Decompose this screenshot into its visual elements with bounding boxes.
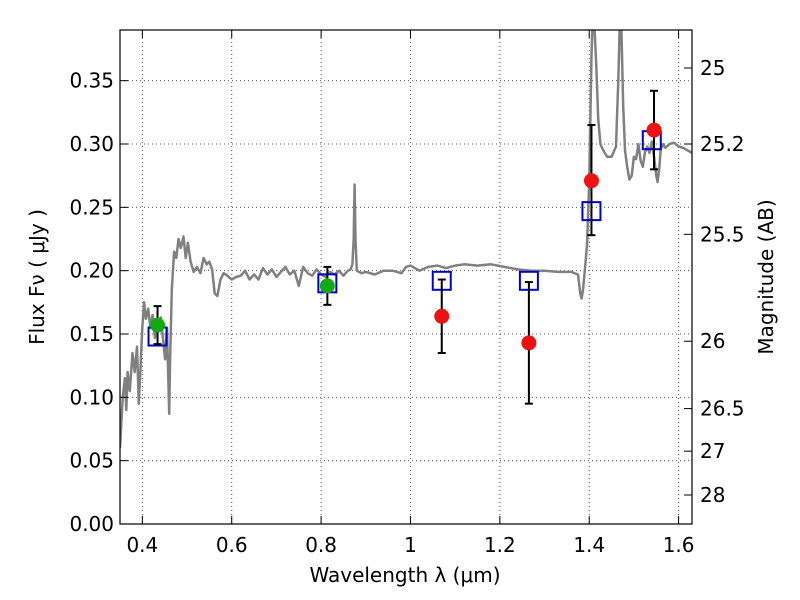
plot-area <box>120 30 692 449</box>
x-tick-label: 1.6 <box>663 533 695 557</box>
x-tick-label: 0.4 <box>126 533 158 557</box>
x-tick-label: 1.2 <box>484 533 516 557</box>
x-tick-label: 1.4 <box>573 533 605 557</box>
measured-flux-point <box>319 278 335 294</box>
y-tick-label: 0.15 <box>69 322 114 346</box>
right-tick-label: 26 <box>700 329 725 353</box>
right-tick-label: 26.5 <box>700 397 745 421</box>
y-tick-label: 0.10 <box>69 385 114 409</box>
y-tick-label: 0.35 <box>69 69 114 93</box>
measured-flux-point <box>150 317 166 333</box>
y-tick-label: 0.05 <box>69 449 114 473</box>
measured-flux-point <box>521 335 537 351</box>
x-tick-label: 1 <box>404 533 417 557</box>
measured-flux-point <box>646 122 662 138</box>
measured-flux-point <box>583 173 599 189</box>
x-tick-label: 0.8 <box>305 533 337 557</box>
right-axis-title: Magnitude (AB) <box>754 199 778 354</box>
right-tick-label: 28 <box>700 483 725 507</box>
x-axis-title: Wavelength λ (μm) <box>309 563 500 587</box>
y-tick-label: 0.20 <box>69 259 114 283</box>
grid-lines <box>120 30 692 525</box>
y-tick-label: 0.00 <box>69 512 114 536</box>
spectrum-line <box>120 30 692 449</box>
x-tick-label: 0.6 <box>216 533 248 557</box>
measured-flux-point <box>434 308 450 324</box>
plot-frame <box>119 29 693 525</box>
y-tick-label: 0.25 <box>69 195 114 219</box>
axes: 0.4 0.6 0.8 1 1.2 1.4 1.6 0.00 0.05 0.10 0.15 0.20 0… <box>69 29 745 557</box>
y-axis-title: Flux Fν ( μJy ) <box>25 209 49 345</box>
y-tick-label: 0.30 <box>69 132 114 156</box>
right-tick-label: 25.2 <box>700 132 745 156</box>
right-tick-label: 25.5 <box>700 222 745 246</box>
right-tick-label: 25 <box>700 56 725 80</box>
right-tick-label: 27 <box>700 439 725 463</box>
